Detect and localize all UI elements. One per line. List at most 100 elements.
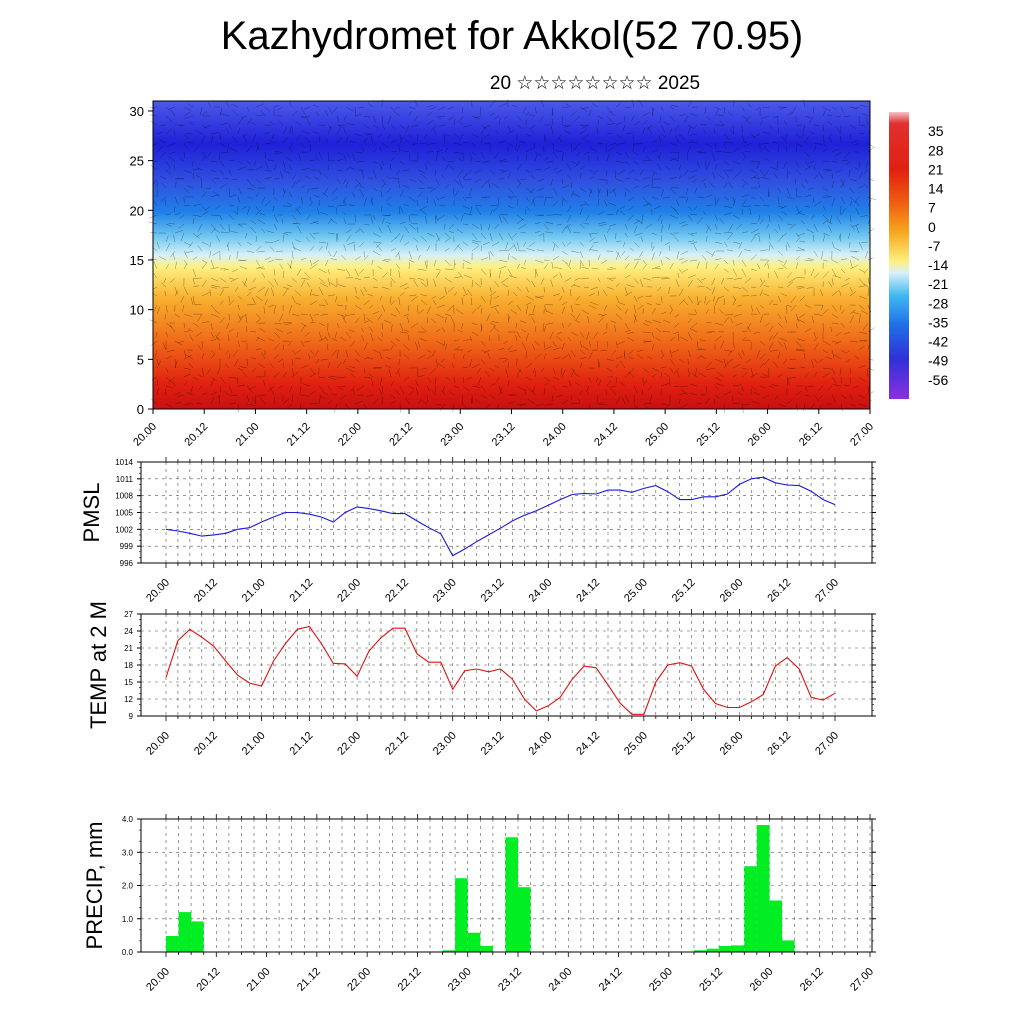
pmsl-x-tick-label: 24.00 [526, 577, 554, 605]
temp-x-tick-label: 26.00 [718, 730, 746, 758]
colorbar-label: -56 [928, 372, 948, 388]
temp-x-tick-label: 23.12 [479, 730, 507, 758]
pmsl-y-tick-label: 1002 [115, 525, 133, 534]
colorbar-label: -35 [928, 314, 948, 330]
section-x-tick-label: 22.12 [387, 421, 415, 449]
precip-x-tick-label: 24.00 [546, 966, 574, 994]
colorbar-label: 28 [928, 142, 944, 158]
pmsl-x-tick-label: 24.12 [574, 577, 602, 605]
section-y-tick-label: 20 [130, 203, 144, 218]
precip-x-tick-label: 27.00 [848, 966, 876, 994]
temp-y-tick-label: 15 [124, 678, 133, 687]
section-x-tick-label: 23.12 [490, 421, 518, 449]
temp-x-tick-label: 24.12 [574, 730, 602, 758]
section-y-tick-label: 15 [130, 253, 144, 268]
colorbar-label: -49 [928, 353, 948, 369]
temp-x-tick-label: 20.00 [144, 730, 172, 758]
pmsl-x-tick-label: 22.12 [383, 577, 411, 605]
temp-x-tick-label: 25.12 [670, 730, 698, 758]
colorbar-label: -28 [928, 295, 948, 311]
section-x-tick-label: 22.00 [336, 421, 364, 449]
section-y-tick-label: 0 [137, 402, 144, 417]
pmsl-x-tick-label: 20.00 [144, 577, 172, 605]
temp-x-tick-label: 26.12 [765, 730, 793, 758]
precip-bar [505, 837, 518, 952]
precip-bar [694, 950, 707, 952]
precip-bar [166, 936, 179, 952]
temp-line [165, 625, 836, 715]
section-x-tick-label: 24.00 [541, 421, 569, 449]
section-x-tick-label: 27.00 [848, 421, 876, 449]
colorbar-label: -14 [928, 257, 948, 273]
pmsl-y-tick-label: 1011 [116, 475, 134, 484]
pmsl-x-tick-label: 21.12 [288, 577, 316, 605]
precip-bar [706, 948, 720, 952]
section-y-tick-label: 25 [130, 154, 144, 169]
section-x-tick-label: 20.00 [131, 421, 159, 449]
pmsl-x-tick-label: 23.00 [431, 577, 459, 605]
precip-x-tick-label: 22.12 [396, 966, 424, 994]
precip-bar [769, 900, 782, 952]
section-x-tick-label: 21.00 [234, 421, 262, 449]
temp-grid [141, 614, 872, 716]
temp-x-tick-label: 22.00 [335, 730, 363, 758]
temp-ylabel: TEMP at 2 M [86, 601, 111, 729]
pmsl-x-tick-label: 25.00 [622, 577, 650, 605]
temp-y-tick-label: 27 [124, 610, 133, 619]
temp-x-tick-label: 21.00 [240, 730, 268, 758]
section-x-tick-label: 20.12 [182, 421, 210, 449]
pmsl-x-tick-label: 23.12 [479, 577, 507, 605]
precip-bar [782, 940, 795, 952]
precip-x-tick-label: 20.12 [194, 966, 222, 994]
precip-bar [455, 878, 468, 952]
pmsl-x-tick-label: 20.12 [192, 577, 220, 605]
colorbar-label: -21 [928, 276, 948, 292]
temp-x-tick-label: 22.12 [383, 730, 411, 758]
precip-bar [191, 921, 204, 952]
temp-x-tick-label: 23.00 [431, 730, 459, 758]
temp-x-tick-label: 25.00 [622, 730, 650, 758]
colorbar [889, 112, 909, 399]
temp-y-tick-label: 18 [124, 661, 133, 670]
colorbar-label: 0 [928, 219, 936, 235]
precip-bar [744, 866, 757, 952]
precip-x-tick-label: 25.12 [697, 966, 725, 994]
pmsl-x-tick-label: 26.12 [765, 577, 793, 605]
colorbar-label: 14 [928, 181, 944, 197]
colorbar-label: -42 [928, 334, 948, 350]
pmsl-x-tick-label: 27.00 [813, 577, 841, 605]
pmsl-ylabel: PMSL [79, 483, 104, 543]
pmsl-x-tick-label: 22.00 [335, 577, 363, 605]
precip-y-tick-label: 1.0 [122, 915, 134, 924]
pmsl-grid [141, 462, 872, 563]
section-x-tick-label: 26.00 [746, 421, 774, 449]
pmsl-x-tick-label: 25.12 [670, 577, 698, 605]
colorbar-label: 21 [928, 161, 944, 177]
temp-x-tick-label: 24.00 [526, 730, 554, 758]
section-x-tick-label: 26.12 [797, 421, 825, 449]
section-y-tick-label: 5 [137, 352, 144, 367]
precip-bar [719, 946, 732, 952]
pmsl-x-tick-label: 26.00 [718, 577, 746, 605]
section-x-tick-label: 25.12 [695, 421, 723, 449]
temp-y-tick-label: 12 [124, 695, 133, 704]
precip-bar [467, 932, 481, 952]
section-x-tick-label: 25.00 [643, 421, 671, 449]
section-x-tick-label: 23.00 [438, 421, 466, 449]
precip-x-tick-label: 25.00 [647, 966, 675, 994]
section-x-tick-label: 24.12 [592, 421, 620, 449]
temp-y-tick-label: 24 [124, 627, 133, 636]
precip-y-tick-label: 2.0 [122, 882, 134, 891]
temp-y-tick-label: 21 [124, 644, 133, 653]
temp-x-tick-label: 27.00 [813, 730, 841, 758]
section-y-tick-label: 30 [130, 104, 144, 119]
temp-x-tick-label: 21.12 [288, 730, 316, 758]
precip-bar [480, 946, 493, 952]
precip-x-tick-label: 21.00 [245, 966, 273, 994]
colorbar-label: 7 [928, 200, 936, 216]
precip-bar [756, 825, 770, 952]
section-y-tick-label: 10 [130, 303, 144, 318]
chart-subtitle: 20 ☆☆☆☆☆☆☆☆ 2025 [489, 73, 701, 94]
precip-ylabel: PRECIP, mm [82, 822, 107, 950]
precip-x-tick-label: 22.00 [345, 966, 373, 994]
